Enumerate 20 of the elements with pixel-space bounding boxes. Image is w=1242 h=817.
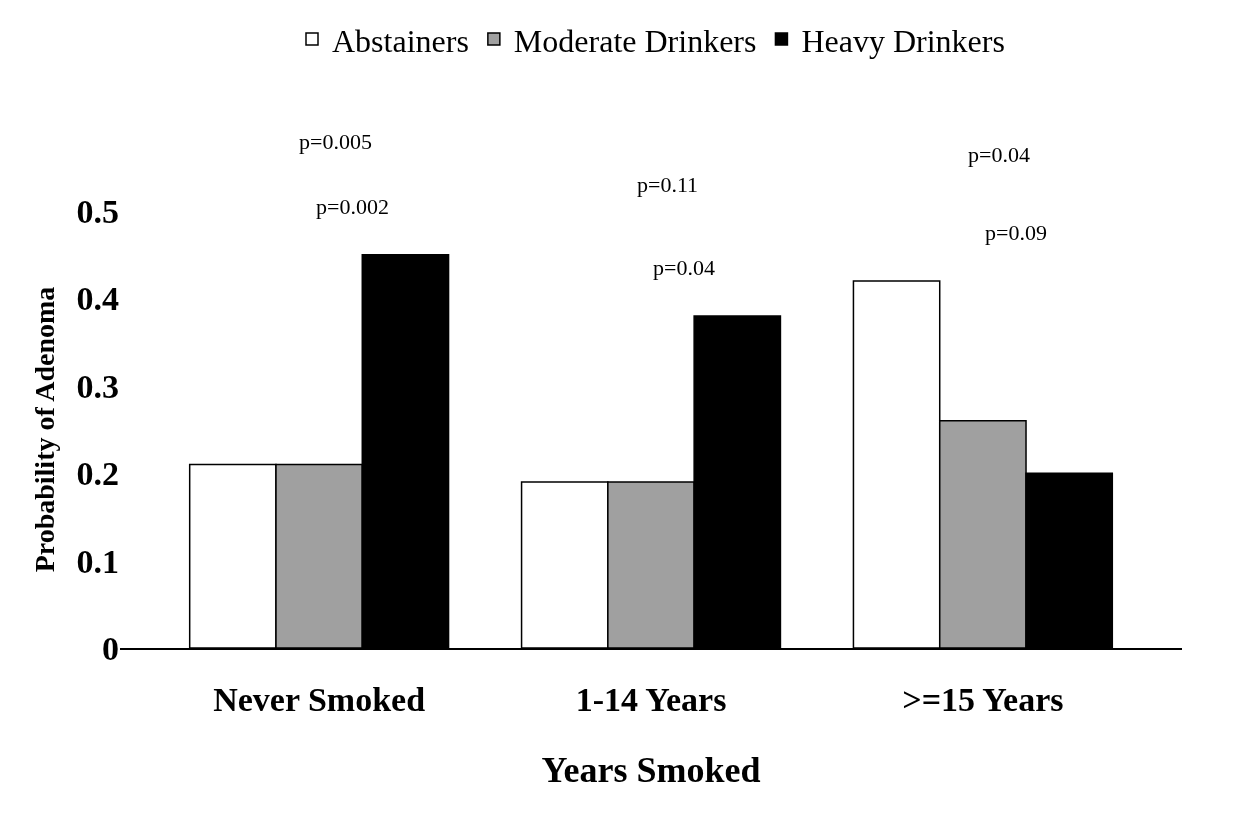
annotation: p=0.002 [316, 194, 389, 219]
annotation: p=0.09 [985, 220, 1047, 245]
x-axis-title: Years Smoked [541, 750, 761, 790]
x-tick-label: >=15 Years [902, 680, 1064, 718]
legend-label: Abstainers [332, 22, 469, 59]
legend-label: Heavy Drinkers [801, 22, 1005, 59]
x-tick-label: Never Smoked [213, 680, 426, 718]
y-axis-title: Probability of Adenoma [29, 286, 60, 573]
y-tick-label: 0 [102, 629, 119, 667]
y-tick-label: 0.2 [76, 455, 119, 493]
y-tick-label: 0.5 [76, 192, 119, 230]
y-tick-label: 0.4 [76, 280, 119, 318]
y-tick-label: 0.1 [76, 542, 119, 580]
text: p=0.005 [299, 129, 372, 154]
annotation: p=0.04 [653, 255, 715, 280]
x-tick-label: 1-14 Years [575, 680, 727, 718]
y-tick-label: 0.3 [76, 367, 119, 405]
legend-label: Moderate Drinkers [513, 22, 757, 59]
text: p=0.04 [968, 142, 1030, 167]
text: p=0.11 [637, 172, 699, 197]
